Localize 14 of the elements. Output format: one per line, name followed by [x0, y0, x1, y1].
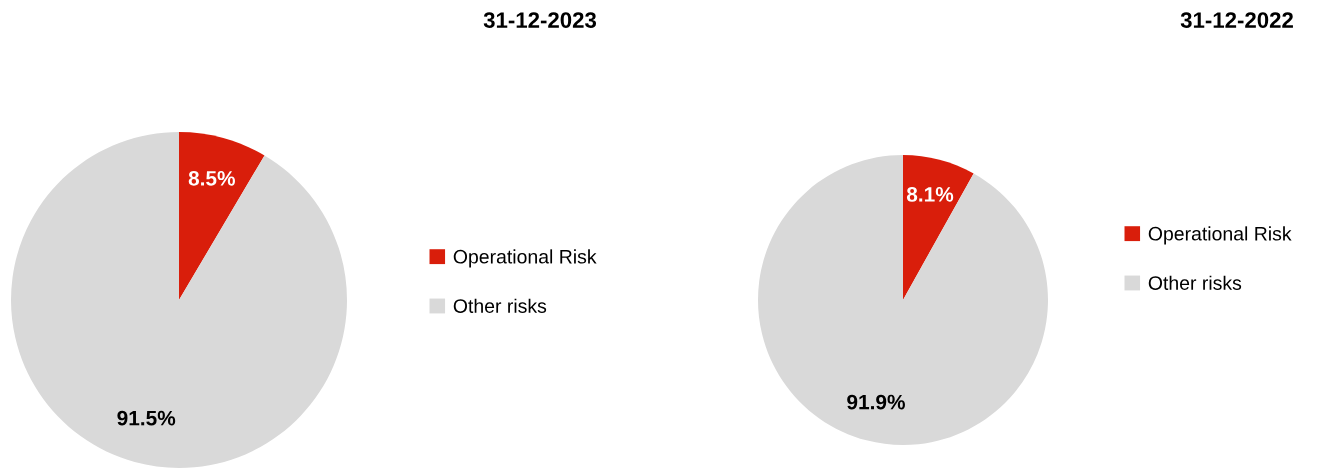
data-label: 8.5% [188, 170, 235, 186]
data-label: 91.9% [847, 394, 905, 410]
legend-label: Operational Risk [453, 249, 597, 268]
legend-label: Operational Risk [1148, 226, 1292, 245]
pie-slice [11, 132, 347, 468]
chart-title: 31-12-2023 [483, 12, 597, 28]
data-label: 8.1% [906, 187, 954, 202]
pie-slice [758, 155, 1048, 445]
pie-slice [179, 132, 265, 300]
data-label: 91.5% [117, 410, 176, 426]
legend-label: Other risks [453, 298, 547, 313]
pie-slice [903, 155, 974, 300]
chart-title: 31-12-2022 [1180, 12, 1293, 28]
legend-label: Other risks [1148, 275, 1242, 290]
